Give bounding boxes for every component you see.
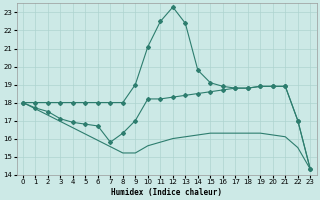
X-axis label: Humidex (Indice chaleur): Humidex (Indice chaleur) (111, 188, 222, 197)
